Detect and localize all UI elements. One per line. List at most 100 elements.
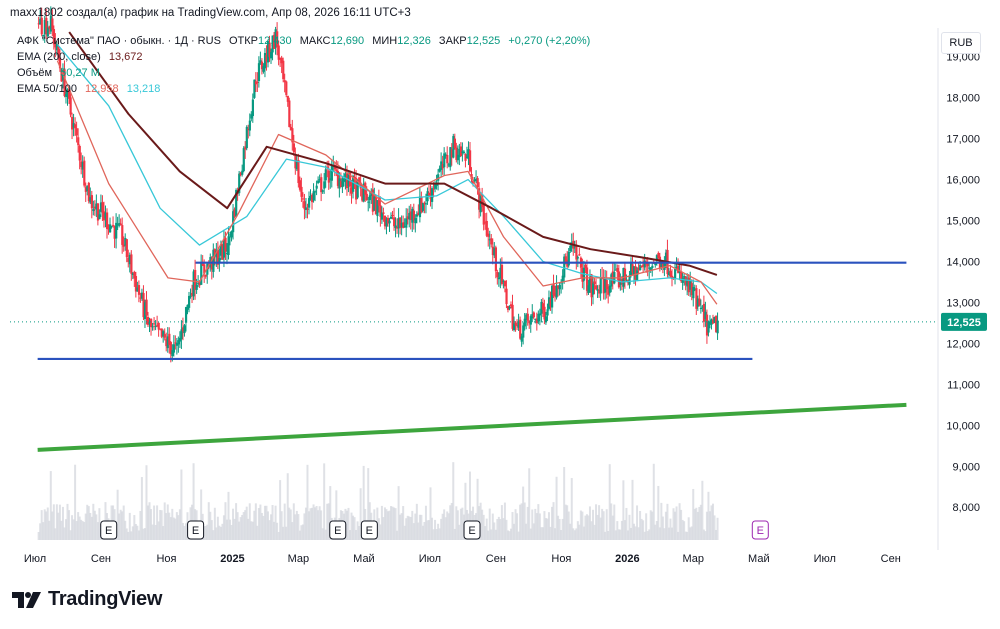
candle-body: [686, 280, 689, 287]
candle-body: [516, 325, 519, 327]
candle-body: [168, 333, 171, 345]
volume-bar: [563, 467, 566, 540]
candle-body: [95, 203, 98, 210]
volume-bar: [678, 503, 681, 540]
candle-body: [291, 128, 294, 143]
volume-bar: [142, 528, 145, 540]
volume-bar: [549, 526, 552, 540]
volume-bar: [528, 468, 531, 540]
candle-body: [282, 60, 285, 80]
candle-body: [169, 342, 172, 355]
legend-volume-row[interactable]: Объём 50,27 M: [17, 65, 590, 81]
candle-body: [250, 114, 253, 119]
currency-button[interactable]: RUB: [941, 32, 981, 54]
volume-bar: [244, 510, 247, 540]
volume-bar: [414, 513, 417, 540]
volume-bar: [353, 517, 356, 540]
candle-body: [693, 288, 696, 290]
legend-ema200-row[interactable]: EMA (200, close) 13,672: [17, 49, 590, 65]
y-tick-label: 14,000: [946, 256, 980, 268]
candle-body: [321, 190, 324, 192]
volume-bar: [286, 473, 289, 540]
open-label: ОТКР: [228, 35, 259, 47]
candle-body: [257, 63, 261, 82]
volume-bar: [396, 530, 399, 540]
x-tick-label: Июл: [419, 553, 441, 565]
volume-bar: [257, 508, 260, 540]
candle-body: [352, 175, 355, 192]
volume-bar: [411, 510, 414, 540]
volume-bar: [37, 531, 40, 540]
candle-body: [494, 247, 498, 272]
candle-body: [197, 282, 200, 284]
candle-body: [450, 149, 453, 158]
volume-bar: [265, 505, 268, 540]
candle-body: [137, 285, 141, 295]
volume-bar: [335, 490, 338, 540]
volume-bar: [160, 510, 163, 540]
ema100-line: [56, 43, 718, 295]
candle-body: [491, 246, 494, 256]
volume-bar: [48, 520, 51, 540]
candle-body: [683, 276, 686, 281]
candle-body: [699, 307, 703, 309]
earnings-marker-label: E: [105, 525, 112, 537]
volume-bar: [326, 503, 329, 540]
volume-bar: [505, 519, 508, 540]
candle-body: [462, 151, 466, 154]
candle-body: [58, 57, 62, 69]
candle-body: [596, 289, 599, 292]
candle-body: [420, 196, 423, 213]
candle-body: [279, 58, 282, 60]
earnings-marker-label: E: [192, 525, 199, 537]
symbol-name[interactable]: АФК "Система" ПАО · обыкн. · 1Д · RUS: [17, 35, 221, 47]
volume-bar: [681, 519, 684, 540]
volume-bar: [607, 530, 610, 540]
candle-body: [295, 162, 299, 170]
volume-bar: [614, 530, 617, 540]
candle-body: [616, 268, 619, 272]
volume-bar: [230, 524, 233, 540]
volume-bar: [658, 527, 661, 540]
candle-body: [122, 244, 125, 247]
candle-body: [134, 276, 138, 292]
candle-body: [145, 299, 148, 316]
candle-body: [83, 160, 86, 186]
volume-bar: [555, 476, 558, 540]
candle-body: [203, 264, 206, 274]
legend-ema50100-row[interactable]: EMA 50/100 12,958 13,218: [17, 81, 590, 97]
candle-body: [411, 208, 414, 223]
volume-bar: [71, 515, 74, 540]
volume-bar: [695, 507, 698, 540]
candle-body: [131, 273, 135, 275]
volume-bar: [526, 506, 529, 540]
candle-body: [490, 238, 493, 245]
candle-body: [642, 264, 645, 267]
candle-body: [174, 342, 177, 344]
candle-body: [227, 236, 230, 255]
volume-bar: [604, 531, 607, 540]
volume-bar: [83, 522, 86, 540]
volume-bar: [435, 529, 438, 540]
candle-body: [288, 100, 291, 127]
candle-body: [133, 271, 136, 279]
volume-bar: [544, 518, 547, 540]
candle-body: [142, 293, 145, 318]
y-tick-label: 9,000: [952, 461, 980, 473]
x-tick-label: Мар: [683, 553, 705, 565]
volume-bar: [488, 508, 491, 540]
volume-bar: [690, 526, 693, 540]
volume-bar: [491, 513, 494, 540]
candle-body: [233, 209, 236, 217]
tradingview-brand[interactable]: TradingView: [12, 588, 162, 611]
volume-bar: [449, 505, 452, 540]
candle-body: [558, 285, 561, 290]
volume-bar: [283, 503, 286, 540]
volume-bar: [693, 508, 696, 540]
volume-bar: [40, 510, 43, 540]
volume-bar: [118, 513, 121, 540]
volume-bar: [476, 478, 479, 540]
volume-bar: [567, 511, 570, 540]
